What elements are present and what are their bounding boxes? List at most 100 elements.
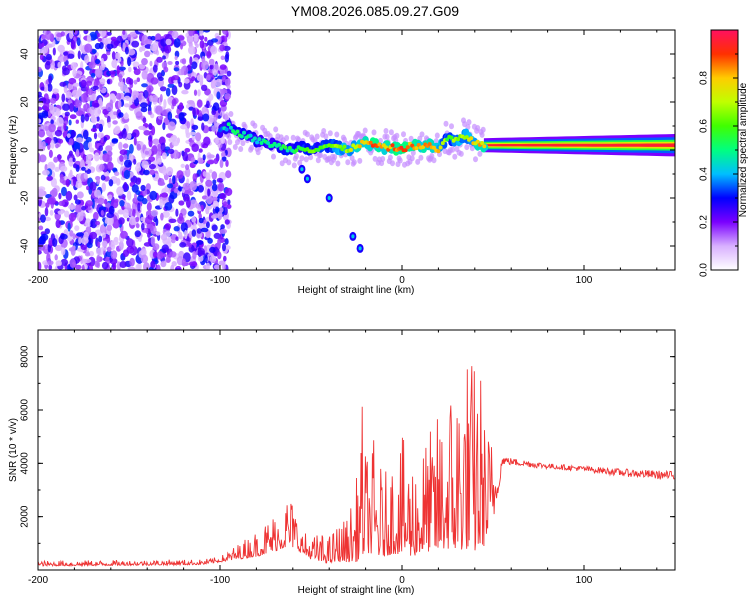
- halo-blob: [318, 152, 323, 159]
- noise-blob: [84, 113, 90, 122]
- noise-blob: [171, 30, 179, 39]
- noise-blob: [212, 102, 220, 111]
- noise-blob: [144, 39, 153, 45]
- noise-blob: [68, 157, 74, 167]
- noise-blob: [128, 98, 133, 107]
- track-blob-core: [242, 130, 246, 135]
- noise-blob: [119, 261, 127, 268]
- track-blob-core: [224, 127, 229, 132]
- noise-blob: [94, 58, 101, 65]
- noise-blob: [60, 31, 65, 37]
- halo-blob: [308, 154, 314, 161]
- noise-blob: [149, 95, 153, 102]
- noise-blob: [47, 83, 53, 92]
- noise-blob: [118, 73, 123, 83]
- y-tick-label: 40: [20, 48, 31, 60]
- noise-blob: [38, 140, 43, 149]
- noise-blob: [138, 30, 146, 33]
- noise-blob: [108, 179, 114, 187]
- noise-blob: [211, 224, 218, 232]
- noise-blob: [62, 67, 70, 76]
- noise-blob: [106, 161, 114, 171]
- noise-blob: [133, 158, 137, 165]
- halo-blob: [449, 123, 454, 130]
- noise-blob: [182, 182, 190, 191]
- noise-blob: [196, 74, 204, 82]
- noise-blob: [201, 60, 209, 70]
- noise-blob: [127, 48, 136, 56]
- noise-blob: [222, 30, 228, 35]
- noise-blob: [115, 92, 122, 100]
- noise-blob: [178, 200, 185, 206]
- halo-blob: [387, 154, 393, 161]
- noise-blob: [69, 30, 74, 39]
- halo-blob: [332, 154, 338, 160]
- noise-blob: [106, 246, 112, 253]
- noise-blob: [90, 128, 98, 132]
- noise-blob: [213, 79, 217, 89]
- noise-blob: [225, 170, 232, 179]
- noise-blob: [161, 192, 169, 198]
- noise-blob: [102, 153, 110, 163]
- colorbar: [710, 29, 739, 271]
- noise-blob: [118, 209, 123, 215]
- spectrogram-x-axis-label: Height of straight line (km): [298, 285, 415, 296]
- halo-blob: [303, 156, 309, 163]
- noise-blob: [140, 184, 146, 192]
- noise-blob: [186, 121, 191, 129]
- noise-blob: [146, 202, 152, 212]
- noise-blob: [89, 181, 97, 191]
- noise-blob: [168, 218, 177, 223]
- noise-blob: [43, 102, 50, 111]
- noise-blob: [204, 187, 208, 198]
- track-blob-core: [257, 137, 262, 142]
- noise-blob: [208, 169, 213, 174]
- noise-blob: [99, 64, 105, 71]
- noise-blob: [171, 75, 180, 81]
- noise-blob: [179, 242, 187, 248]
- noise-blob: [149, 190, 158, 201]
- noise-blob: [80, 244, 88, 250]
- noise-blob: [120, 60, 124, 67]
- colorbar-tick-label: 0.6: [699, 119, 710, 133]
- noise-blob: [201, 122, 205, 131]
- noise-blob: [221, 75, 226, 83]
- noise-blob: [134, 230, 141, 238]
- noise-blob: [135, 223, 140, 229]
- noise-blob: [63, 84, 68, 94]
- noise-blob: [145, 183, 151, 191]
- noise-blob: [50, 97, 57, 104]
- noise-blob: [188, 30, 194, 37]
- noise-blob: [76, 232, 84, 237]
- noise-blob: [157, 143, 162, 152]
- noise-blob: [192, 250, 197, 260]
- noise-blob: [48, 149, 53, 158]
- noise-blob: [96, 115, 100, 122]
- noise-blob: [89, 231, 98, 240]
- halo-blob: [433, 138, 439, 145]
- noise-blob: [109, 257, 118, 265]
- halo-blob: [351, 159, 357, 166]
- noise-blob: [180, 43, 183, 50]
- noise-blob: [149, 169, 156, 176]
- noise-blob: [98, 235, 103, 243]
- noise-blob: [197, 116, 204, 121]
- noise-blob: [156, 56, 163, 63]
- noise-blob: [39, 154, 47, 163]
- halo-blob: [240, 140, 246, 147]
- noise-blob: [60, 258, 69, 266]
- noise-blob: [88, 61, 96, 69]
- noise-blob: [204, 36, 208, 42]
- snr-plot-area: [38, 366, 675, 568]
- noise-blob: [89, 106, 96, 115]
- noise-blob: [93, 107, 101, 117]
- halo-blob: [409, 155, 415, 162]
- noise-blob: [97, 241, 101, 248]
- noise-blob: [101, 232, 106, 239]
- noise-blob: [58, 200, 65, 206]
- signal-track: [216, 119, 489, 157]
- noise-blob: [83, 30, 89, 35]
- noise-blob: [193, 89, 198, 96]
- noise-blob: [185, 167, 191, 178]
